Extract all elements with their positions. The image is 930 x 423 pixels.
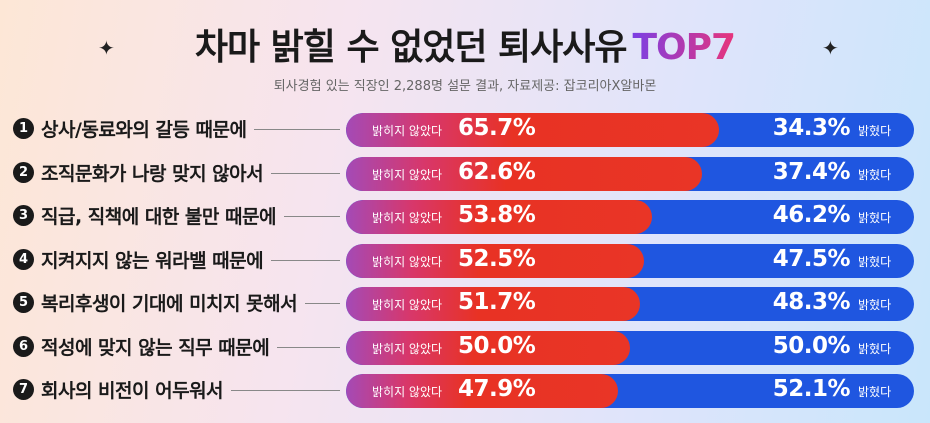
- stacked-bar: [346, 113, 914, 147]
- leader-line: [305, 303, 340, 304]
- series-label-revealed: 밝혔다: [858, 298, 892, 312]
- category-label: 복리후생이 기대에 미치지 못해서: [41, 293, 298, 315]
- leader-line: [271, 172, 340, 174]
- rank-badge: 7: [13, 379, 34, 400]
- bar-segment-not-revealed: [346, 330, 630, 365]
- stacked-bar: [346, 330, 914, 365]
- bar-segment-not-revealed: [346, 287, 640, 321]
- category-label: 적성에 맞지 않는 직무 때문에: [41, 336, 270, 359]
- series-label-not-revealed: 밝히지 않았다: [372, 167, 443, 182]
- data-label-revealed: 37.4%: [772, 158, 851, 185]
- rank-badge: 1: [13, 118, 34, 139]
- leader-line: [271, 259, 340, 261]
- series-label-not-revealed: 밝히지 않았다: [372, 385, 443, 399]
- data-label-not-revealed: 65.7%: [458, 115, 536, 141]
- data-label-not-revealed: 62.6%: [458, 158, 536, 185]
- bar-segment-not-revealed: [346, 156, 702, 191]
- bar-segment-not-revealed: [346, 113, 720, 147]
- chart-row: 1 상사/동료와의 갈등 때문에 밝히지 않았다 65.7% 34.3% 밝혔다: [0, 108, 930, 150]
- data-label-not-revealed: 53.8%: [458, 202, 536, 228]
- data-label-revealed: 47.5%: [772, 245, 851, 272]
- series-label-revealed: 밝혔다: [858, 341, 892, 356]
- sparkle-right-icon: ✦: [822, 36, 839, 60]
- leader-line: [277, 346, 340, 348]
- leader-line: [283, 216, 340, 217]
- rank-badge: 5: [13, 292, 34, 313]
- bar-segment-not-revealed: [346, 243, 645, 278]
- series-label-not-revealed: 밝히지 않았다: [372, 298, 443, 312]
- chart-title: 차마 밝힐 수 없었던 퇴사사유 TOP7: [194, 18, 736, 70]
- data-label-revealed: 52.1%: [772, 376, 851, 402]
- rank-badge: 4: [13, 248, 34, 270]
- stacked-bar: [346, 200, 914, 234]
- title-row: 차마 밝힐 수 없었던 퇴사사유 TOP7: [0, 18, 930, 70]
- data-label-revealed: 48.3%: [772, 289, 851, 315]
- series-label-not-revealed: 밝히지 않았다: [372, 254, 443, 269]
- data-label-not-revealed: 52.5%: [458, 245, 536, 272]
- category-label: 상사/동료와의 갈등 때문에: [41, 119, 247, 141]
- chart-subtitle: 퇴사경험 있는 직장인 2,288명 설문 결과, 자료제공: 잡코리아X알바몬: [273, 79, 657, 94]
- bar-segment-not-revealed: [346, 200, 652, 234]
- series-label-revealed: 밝혔다: [858, 254, 892, 269]
- data-label-revealed: 34.3%: [772, 115, 851, 141]
- data-label-revealed: 50.0%: [772, 332, 851, 359]
- bar-segment-not-revealed: [346, 374, 619, 408]
- chart-title-main: 차마 밝힐 수 없었던 퇴사사유: [194, 27, 628, 68]
- stacked-bar: [346, 156, 914, 191]
- leader-line: [254, 129, 340, 130]
- rank-badge: 2: [13, 161, 34, 183]
- rank-badge: 6: [13, 335, 34, 357]
- series-label-revealed: 밝혔다: [858, 211, 892, 225]
- stacked-bar: [346, 287, 914, 321]
- leader-line: [231, 390, 340, 391]
- sparkle-left-icon: ✦: [98, 36, 115, 60]
- chart-row: 6 적성에 맞지 않는 직무 때문에 밝히지 않았다 50.0% 50.0% 밝혔다: [0, 326, 930, 368]
- chart-row: 5 복리후생이 기대에 미치지 못해서 밝히지 않았다 51.7% 48.3% 밝혔다: [0, 282, 930, 324]
- data-label-not-revealed: 50.0%: [458, 332, 536, 359]
- data-label-not-revealed: 51.7%: [458, 289, 536, 315]
- data-label-not-revealed: 47.9%: [458, 376, 536, 402]
- series-label-not-revealed: 밝히지 않았다: [372, 341, 443, 356]
- chart-row: 2 조직문화가 나랑 맞지 않아서 밝히지 않았다 62.6% 37.4% 밝혔다: [0, 152, 930, 194]
- series-label-revealed: 밝혔다: [858, 167, 892, 182]
- chart-row: 7 회사의 비전이 어두워서 밝히지 않았다 47.9% 52.1% 밝혔다: [0, 369, 930, 411]
- series-label-revealed: 밝혔다: [858, 385, 892, 399]
- series-label-not-revealed: 밝히지 않았다: [372, 211, 443, 225]
- chart-row: 3 직급, 직책에 대한 불만 때문에 밝히지 않았다 53.8% 46.2% 밝혔다: [0, 195, 930, 237]
- stacked-bar: [346, 374, 914, 408]
- chart-title-highlight: TOP7: [632, 27, 736, 68]
- stacked-bar: [346, 243, 914, 278]
- category-label: 회사의 비전이 어두워서: [41, 380, 224, 402]
- category-label: 직급, 직책에 대한 불만 때문에: [41, 206, 276, 228]
- series-label-revealed: 밝혔다: [858, 124, 892, 138]
- rank-badge: 3: [13, 205, 34, 226]
- data-label-revealed: 46.2%: [772, 202, 851, 228]
- series-label-not-revealed: 밝히지 않았다: [372, 124, 443, 138]
- chart-row: 4 지켜지지 않는 워라밸 때문에 밝히지 않았다 52.5% 47.5% 밝혔다: [0, 239, 930, 281]
- category-label: 지켜지지 않는 워라밸 때문에: [41, 249, 264, 272]
- category-label: 조직문화가 나랑 맞지 않아서: [41, 162, 264, 185]
